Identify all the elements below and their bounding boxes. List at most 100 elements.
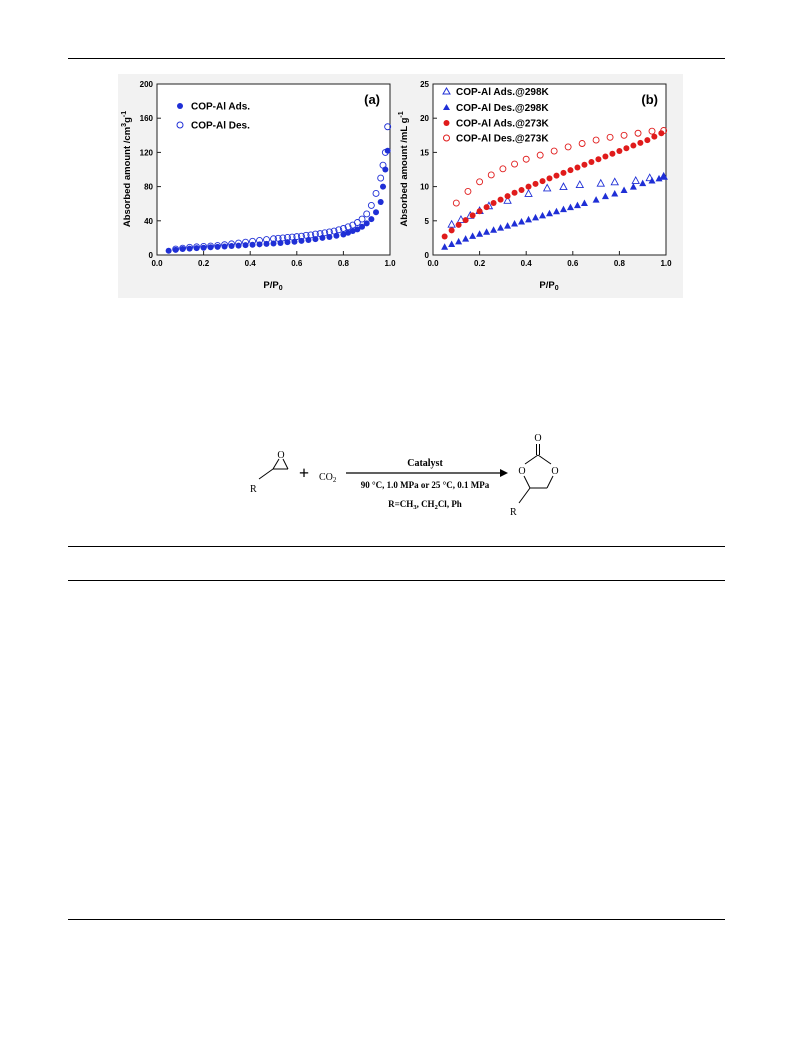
- carbonyl-oxygen: O: [534, 433, 541, 444]
- arrow-catalyst-label: Catalyst: [407, 458, 443, 469]
- data-point: [602, 153, 609, 160]
- data-point: [263, 236, 270, 244]
- data-point: [592, 136, 600, 144]
- data-point: [165, 247, 172, 254]
- legend-label-des-273: COP-Al Des.@273K: [456, 134, 549, 145]
- data-point: [200, 242, 208, 250]
- epoxide-co-bond-right: [282, 458, 289, 470]
- data-point: [588, 158, 595, 165]
- data-point: [312, 236, 319, 243]
- data-point: [539, 178, 546, 185]
- data-point: [179, 244, 187, 252]
- ring-bond-1: [524, 454, 539, 465]
- data-point: [456, 214, 466, 223]
- data-point: [483, 204, 490, 211]
- legend-label-ads: COP-Al Ads.: [191, 102, 250, 113]
- data-point: [377, 198, 384, 205]
- data-point: [311, 230, 319, 238]
- data-point: [648, 176, 656, 184]
- panel-a-chart: (a) 0.0 0.2 0.4 0.6 0.8 1.0 0 40 80 120 160 200 CO…: [121, 80, 396, 292]
- data-point: [186, 243, 194, 251]
- legend-marker-des-298: [443, 104, 450, 110]
- panel-a-xlabel: P/P0: [263, 280, 282, 292]
- data-point: [358, 215, 366, 223]
- data-point: [349, 221, 357, 229]
- y-tick-label: 20: [420, 114, 429, 123]
- data-point: [384, 123, 392, 131]
- x-tick-label: 0.0: [427, 259, 439, 268]
- data-point: [270, 235, 277, 243]
- data-point: [645, 173, 654, 182]
- data-point: [455, 237, 463, 245]
- data-point: [518, 217, 526, 225]
- data-point: [567, 167, 574, 174]
- legend-marker-des-273: [443, 134, 450, 142]
- data-point: [359, 223, 366, 230]
- y-tick-label: 5: [425, 217, 430, 226]
- panel-b-plot-frame: [432, 83, 667, 256]
- product-r-bond: [518, 487, 531, 504]
- x-tick-label: 0.2: [198, 259, 210, 268]
- x-tick-label: 1.0: [660, 259, 672, 268]
- data-point: [207, 242, 215, 250]
- data-point: [284, 234, 291, 241]
- data-point: [373, 209, 380, 216]
- data-point: [573, 201, 581, 209]
- data-point: [660, 172, 668, 180]
- data-point: [536, 151, 544, 159]
- data-point: [504, 222, 512, 229]
- data-point: [634, 129, 642, 137]
- data-point: [539, 211, 547, 219]
- y-tick-label: 10: [420, 183, 429, 192]
- data-point: [274, 234, 282, 242]
- data-point: [559, 182, 568, 191]
- data-point: [448, 240, 456, 248]
- data-point: [578, 140, 586, 147]
- data-point: [532, 180, 539, 187]
- panel-b-chart: (b) 0.0 0.2 0.4 0.6 0.8 1.0 0 5 10 15 20 25 COP-Al…: [398, 80, 672, 292]
- data-point: [564, 143, 572, 151]
- data-point: [368, 216, 375, 223]
- data-point: [380, 183, 387, 190]
- epoxide-structure: O R: [250, 450, 289, 495]
- x-tick-label: 0.2: [474, 259, 486, 268]
- data-point: [354, 226, 361, 233]
- legend-label-des: COP-Al Des.: [191, 121, 250, 132]
- data-point: [469, 212, 476, 219]
- x-tick-label: 0.8: [338, 259, 350, 268]
- x-tick-label: 1.0: [384, 259, 396, 268]
- table-bottom-rule: [68, 919, 725, 920]
- legend-label-des-298: COP-Al Des.@298K: [456, 103, 549, 114]
- data-point: [462, 217, 469, 224]
- legend-marker-ads-273: [443, 120, 450, 126]
- x-tick-label: 0.0: [151, 259, 163, 268]
- data-point: [452, 199, 460, 207]
- data-point: [601, 192, 609, 200]
- data-point: [566, 203, 574, 211]
- data-point: [193, 243, 201, 251]
- data-point: [363, 220, 370, 227]
- data-point: [447, 219, 456, 228]
- data-point: [525, 183, 532, 190]
- data-point: [228, 240, 236, 248]
- table-top-rule: [68, 546, 725, 547]
- panel-b-ylabel: Absorbed amount /mL g-1: [398, 111, 410, 226]
- legend-marker-des: [176, 121, 184, 129]
- data-point: [335, 226, 343, 234]
- top-rule: [68, 58, 725, 59]
- data-point: [490, 226, 498, 233]
- ring-oxygen-left: O: [518, 466, 525, 477]
- data-point: [497, 224, 505, 231]
- legend-marker-ads-298: [442, 87, 451, 95]
- legend-label-ads-298: COP-Al Ads.@298K: [456, 87, 550, 98]
- co2-label: CO2: [319, 472, 337, 484]
- x-tick-label: 0.4: [245, 259, 257, 268]
- data-point: [448, 227, 455, 234]
- data-point: [546, 209, 553, 217]
- data-point: [487, 171, 495, 179]
- data-point: [580, 199, 588, 207]
- table-header-rule: [68, 580, 725, 581]
- data-point: [546, 175, 553, 182]
- cyclic-carbonate-structure: O O O R: [510, 433, 559, 518]
